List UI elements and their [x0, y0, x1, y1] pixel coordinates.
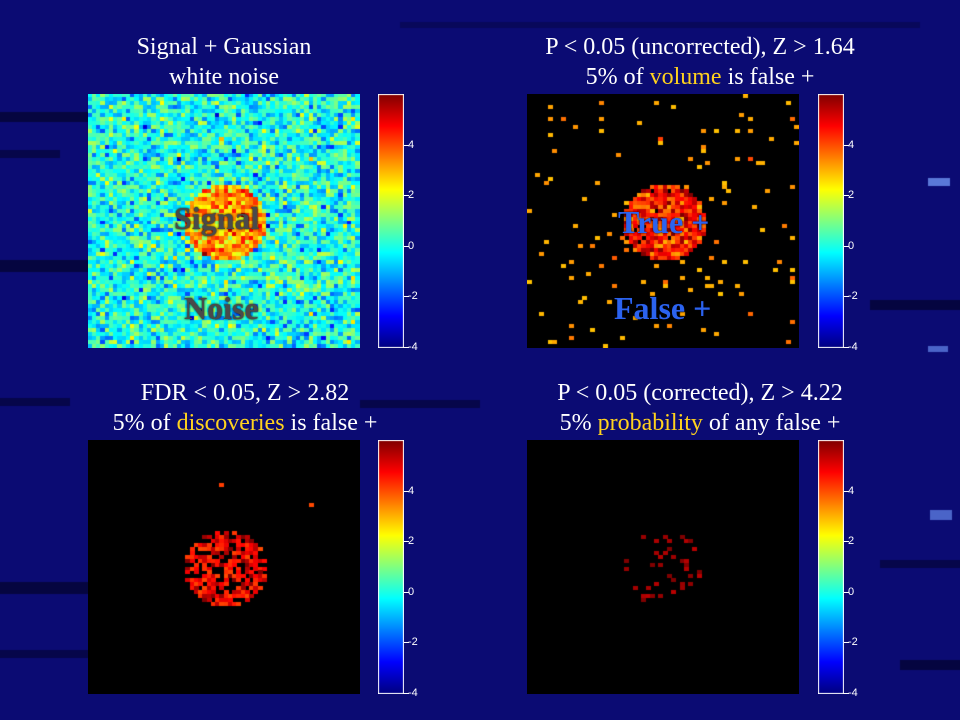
panel-uncorrected [527, 94, 799, 348]
caption-uncorrected: P < 0.05 (uncorrected), Z > 1.64 5% of v… [470, 32, 930, 92]
threshold-map-corrected [527, 440, 799, 694]
caption-highlight: discoveries [176, 410, 285, 436]
colorbar-tick-label: -2 [408, 290, 418, 303]
colorbar-tick-label: 2 [848, 189, 855, 202]
panel-corrected [527, 440, 799, 694]
caption-corrected: P < 0.05 (corrected), Z > 4.22 5% probab… [470, 378, 930, 438]
colorbar-tick [844, 195, 849, 197]
colorbar-tick [844, 693, 849, 694]
colorbar-tick-label: -4 [848, 341, 858, 353]
caption-line2: 5% of discoveries is false + [30, 408, 460, 438]
caption-text: 5% of [112, 410, 177, 436]
colorbar-tick-label: 4 [408, 484, 415, 497]
colorbar-tick-label: 0 [848, 585, 855, 598]
colorbar-tick [404, 591, 409, 593]
colorbar-tick [404, 541, 409, 543]
colorbar-tick [844, 347, 849, 348]
colorbar-tick-label: 4 [848, 138, 855, 151]
panel-signal-noise [88, 94, 360, 348]
colorbar-tick [404, 144, 409, 146]
caption-line1: P < 0.05 (corrected), Z > 4.22 [557, 380, 843, 406]
colorbar-tick-label: 0 [408, 585, 415, 598]
noise-label: Noise [184, 290, 259, 326]
colorbar-tick [404, 693, 409, 694]
colorbar-tick [404, 195, 409, 197]
caption-highlight: probability [597, 410, 703, 436]
caption-fdr: FDR < 0.05, Z > 2.82 5% of discoveries i… [30, 378, 460, 438]
caption-text: is false + [284, 410, 378, 436]
caption-signal-noise: Signal + Gaussian white noise [88, 32, 360, 92]
colorbar-tick-label: 2 [408, 189, 415, 202]
colorbar: 4 2 0 -2 -4 [378, 94, 418, 353]
noise-image [88, 94, 360, 348]
colorbar-tick [844, 296, 849, 298]
colorbar-gradient [818, 94, 844, 348]
colorbar-tick [404, 490, 409, 492]
colorbar-tick-label: -2 [408, 636, 418, 649]
panel-fdr [88, 440, 360, 694]
colorbar-tick [844, 144, 849, 146]
false-positive-label: False + [614, 290, 712, 326]
caption-line1: Signal + Gaussian [136, 34, 312, 60]
caption-highlight: volume [649, 64, 722, 90]
colorbar-tick [844, 541, 849, 543]
colorbar-tick-label: -2 [848, 290, 858, 303]
colorbar-tick-label: -4 [408, 687, 418, 699]
caption-line2: 5% of volume is false + [470, 62, 930, 92]
colorbar-tick [844, 642, 849, 644]
colorbar-tick-label: -4 [408, 341, 418, 353]
colorbar: 4 2 0 -2 -4 [818, 94, 858, 353]
colorbar-gradient [378, 440, 404, 694]
caption-line1: FDR < 0.05, Z > 2.82 [140, 380, 350, 406]
threshold-map-fdr [88, 440, 360, 694]
colorbar-gradient [378, 94, 404, 348]
caption-text: 5% [559, 410, 598, 436]
colorbar-tick-label: -2 [848, 636, 858, 649]
caption-text: of any false + [702, 410, 841, 436]
colorbar-tick-label: 4 [408, 138, 415, 151]
colorbar-tick [844, 245, 849, 247]
caption-text: is false + [721, 64, 815, 90]
colorbar-tick-label: 2 [848, 535, 855, 548]
caption-line2: white noise [169, 64, 279, 90]
colorbar-tick-label: 4 [848, 484, 855, 497]
colorbar-tick-label: 2 [408, 535, 415, 548]
colorbar-tick [404, 296, 409, 298]
true-positive-label: True + [618, 204, 710, 240]
colorbar-tick-label: 0 [408, 239, 415, 252]
caption-text: 5% of [585, 64, 650, 90]
colorbar-tick-label: 0 [848, 239, 855, 252]
colorbar-tick-label: -4 [848, 687, 858, 699]
signal-label: Signal [174, 200, 260, 236]
caption-line2: 5% probability of any false + [470, 408, 930, 438]
colorbar: 4 2 0 -2 -4 [378, 440, 418, 699]
colorbar-tick [844, 490, 849, 492]
colorbar: 4 2 0 -2 -4 [818, 440, 858, 699]
caption-line1: P < 0.05 (uncorrected), Z > 1.64 [545, 34, 855, 60]
threshold-map-uncorrected [527, 94, 799, 348]
colorbar-tick [404, 642, 409, 644]
colorbar-tick [404, 347, 409, 348]
colorbar-tick [404, 245, 409, 247]
colorbar-tick [844, 591, 849, 593]
colorbar-gradient [818, 440, 844, 694]
